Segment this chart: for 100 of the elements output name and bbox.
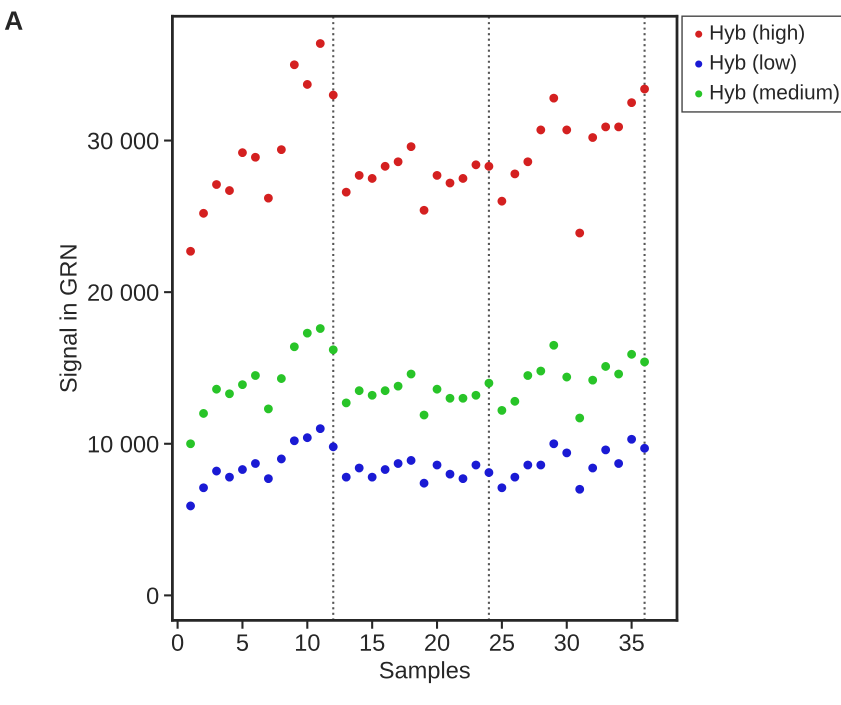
point bbox=[368, 174, 377, 183]
x-tick-label: 10 bbox=[296, 634, 320, 651]
y-tick-label: 20 000 bbox=[88, 284, 158, 301]
point bbox=[614, 122, 624, 132]
point bbox=[458, 474, 468, 484]
point bbox=[251, 371, 260, 380]
point bbox=[627, 350, 636, 359]
point bbox=[328, 345, 338, 354]
point bbox=[523, 371, 532, 380]
point bbox=[601, 122, 610, 132]
point bbox=[316, 39, 325, 48]
point bbox=[432, 460, 442, 470]
y-axis-title: Signal in GRN bbox=[59, 245, 82, 392]
point bbox=[328, 90, 338, 100]
point bbox=[549, 439, 558, 448]
x-tick-label: 15 bbox=[360, 634, 384, 651]
x-tick-label: 20 bbox=[425, 634, 450, 651]
point bbox=[276, 374, 286, 383]
point bbox=[446, 470, 454, 478]
point bbox=[510, 396, 520, 406]
y-tick-label: 0 bbox=[147, 587, 158, 604]
point bbox=[536, 460, 546, 470]
point bbox=[432, 171, 442, 180]
point bbox=[497, 406, 506, 415]
point bbox=[472, 160, 480, 170]
point bbox=[458, 174, 468, 183]
point bbox=[225, 186, 234, 195]
point bbox=[484, 378, 494, 388]
point bbox=[342, 472, 351, 482]
point bbox=[536, 366, 546, 376]
chart-title: A bbox=[4, 12, 23, 30]
point bbox=[588, 133, 598, 142]
point bbox=[446, 394, 454, 403]
point bbox=[640, 358, 649, 366]
point bbox=[549, 340, 558, 350]
point bbox=[212, 466, 221, 476]
point bbox=[316, 424, 325, 433]
point bbox=[420, 478, 428, 488]
point bbox=[264, 404, 273, 414]
point bbox=[562, 448, 572, 458]
point bbox=[406, 142, 416, 151]
point bbox=[472, 460, 480, 470]
point bbox=[186, 502, 195, 510]
point bbox=[432, 384, 442, 394]
point bbox=[276, 145, 286, 154]
point bbox=[446, 178, 454, 188]
point bbox=[575, 414, 584, 422]
point bbox=[199, 483, 208, 492]
point bbox=[212, 384, 221, 394]
point bbox=[510, 170, 520, 178]
point bbox=[406, 456, 416, 465]
y-tick-label: 30 000 bbox=[88, 132, 158, 150]
point bbox=[484, 468, 494, 477]
point bbox=[238, 465, 247, 474]
x-tick-label: 0 bbox=[172, 634, 184, 651]
point bbox=[290, 436, 299, 446]
point bbox=[523, 157, 532, 166]
point bbox=[368, 472, 377, 482]
point bbox=[225, 472, 234, 482]
point bbox=[290, 60, 299, 70]
point bbox=[562, 126, 572, 134]
legend-label: Hyb (low) bbox=[710, 54, 796, 74]
point bbox=[601, 445, 610, 454]
point bbox=[575, 228, 584, 238]
point bbox=[276, 454, 286, 464]
point bbox=[497, 483, 506, 492]
point bbox=[458, 394, 468, 403]
point bbox=[380, 386, 390, 396]
point bbox=[212, 180, 221, 189]
x-tick-label: 25 bbox=[490, 634, 514, 651]
point bbox=[354, 386, 364, 396]
point bbox=[588, 376, 598, 384]
point bbox=[302, 433, 312, 442]
legend-label: Hyb (medium) bbox=[710, 84, 839, 104]
point bbox=[510, 472, 520, 482]
point bbox=[290, 342, 299, 352]
point bbox=[472, 390, 480, 400]
point bbox=[394, 459, 403, 468]
point bbox=[225, 389, 234, 398]
point bbox=[614, 459, 624, 468]
point bbox=[420, 410, 428, 420]
point bbox=[264, 194, 273, 203]
point bbox=[420, 206, 428, 215]
x-tick-label: 30 bbox=[554, 634, 579, 651]
point bbox=[238, 148, 247, 158]
point bbox=[394, 157, 403, 166]
point bbox=[380, 465, 390, 474]
point bbox=[302, 328, 312, 338]
point bbox=[186, 439, 195, 448]
point bbox=[316, 324, 325, 333]
point bbox=[251, 152, 260, 162]
legend-label: Hyb (high) bbox=[710, 24, 804, 44]
point bbox=[523, 460, 532, 470]
point bbox=[588, 464, 598, 472]
point bbox=[562, 372, 572, 382]
point bbox=[251, 459, 260, 468]
point bbox=[302, 80, 312, 89]
point bbox=[601, 362, 610, 371]
point bbox=[497, 196, 506, 206]
point bbox=[368, 390, 377, 400]
